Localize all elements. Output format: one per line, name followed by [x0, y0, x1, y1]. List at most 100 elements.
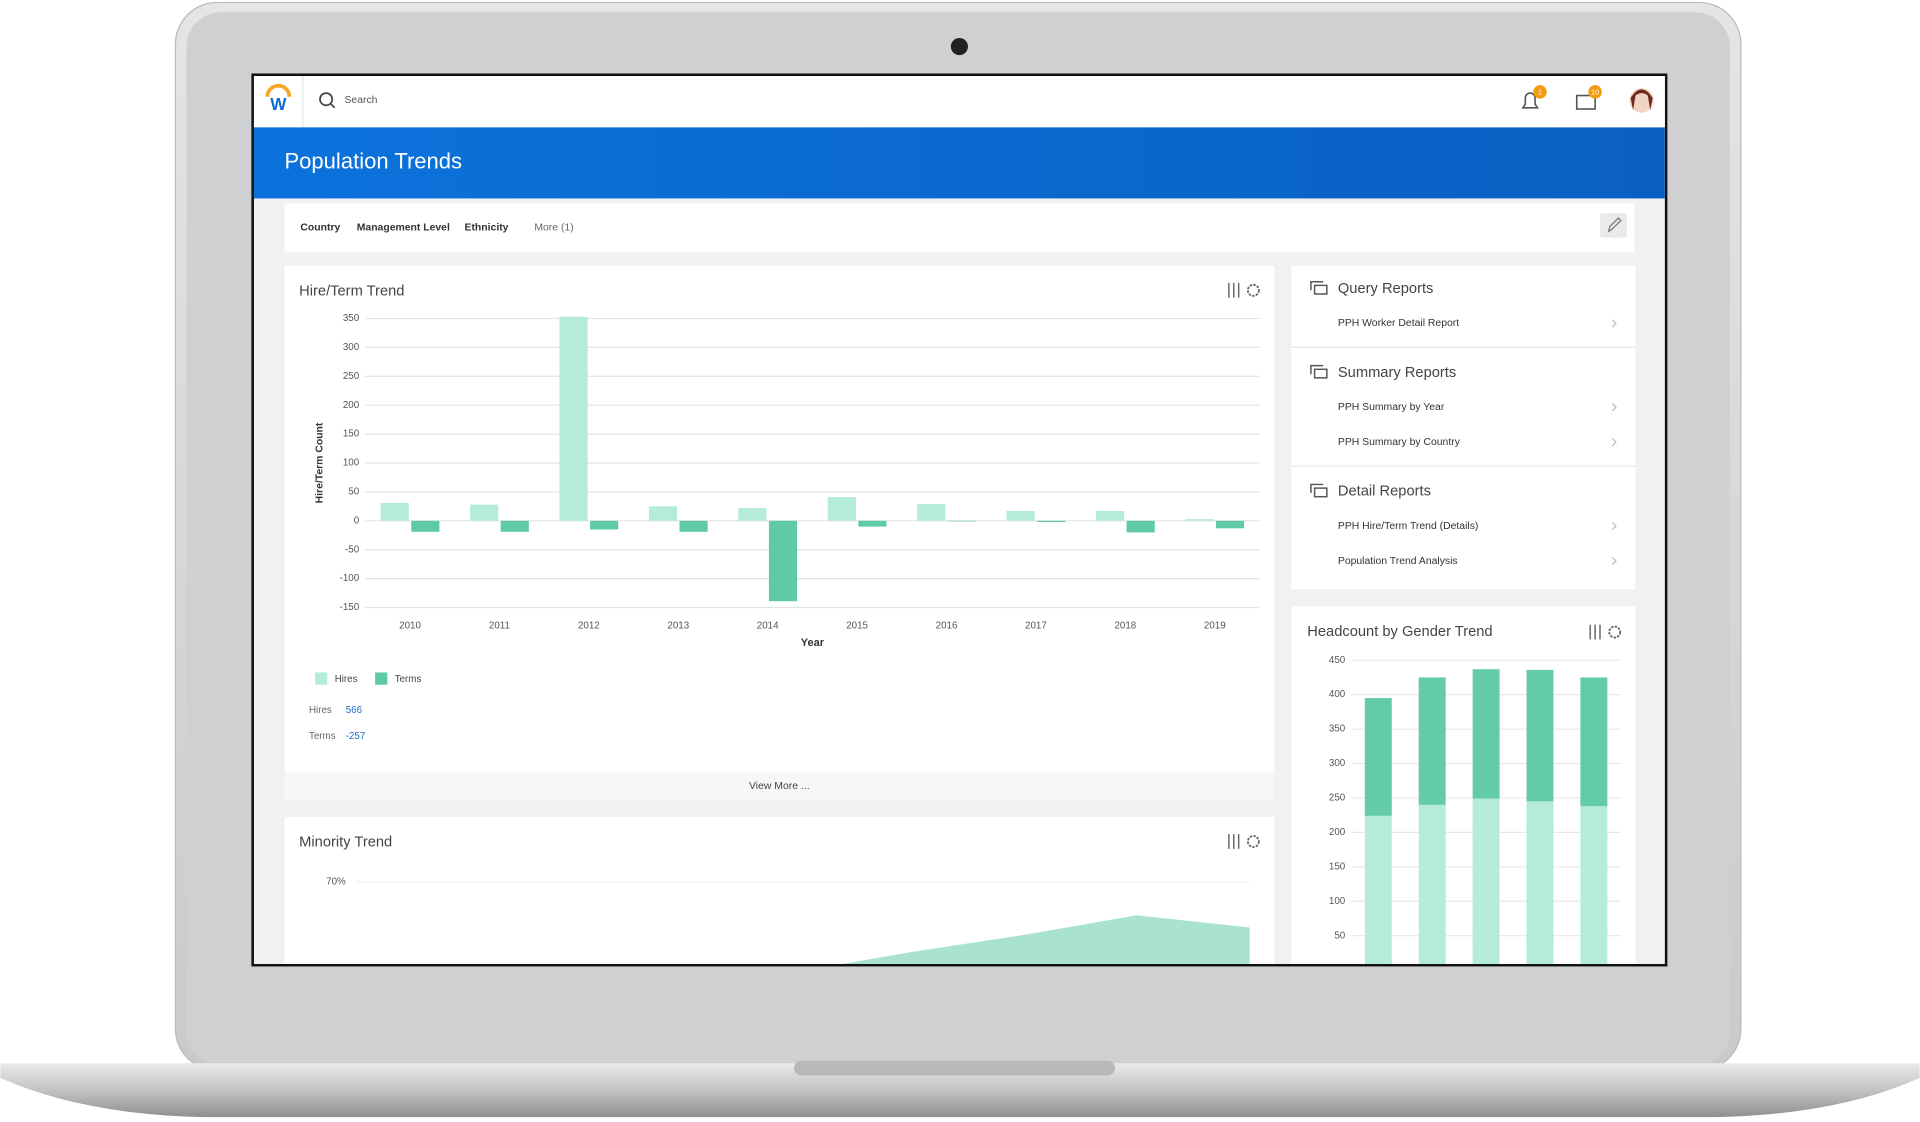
legend-label: Hires	[335, 674, 358, 685]
edit-button[interactable]	[1600, 213, 1627, 238]
bar-segment[interactable]	[1472, 669, 1500, 799]
bar[interactable]	[648, 506, 678, 521]
bar-segment[interactable]	[1580, 806, 1608, 970]
report-icon	[1310, 364, 1324, 375]
report-link[interactable]: PPH Worker Detail Report	[1338, 318, 1459, 329]
report-section-title: Summary Reports	[1338, 365, 1456, 381]
chevron	[1611, 319, 1617, 328]
y-tick-label: 250	[1329, 793, 1346, 804]
report-icon	[1310, 483, 1324, 494]
notifications-icon[interactable]	[1521, 92, 1540, 109]
x-tick-label: 2011	[489, 621, 510, 632]
inbox-badge: 10	[1591, 87, 1599, 96]
x-tick-label: 2012	[578, 621, 600, 632]
filter-tab[interactable]: Country	[300, 223, 340, 234]
chevron	[1611, 521, 1617, 531]
bar[interactable]	[1037, 520, 1066, 522]
y-tick-label: -150	[340, 602, 360, 613]
bar[interactable]	[827, 497, 856, 521]
y-tick-label: 100	[1329, 896, 1346, 907]
report-icon	[1310, 280, 1324, 291]
chevron	[1611, 403, 1617, 412]
bar[interactable]	[590, 520, 619, 530]
summary-label: Hires	[309, 705, 332, 716]
legend-swatch	[315, 672, 328, 685]
x-tick-label: 2015	[846, 621, 868, 632]
bar[interactable]	[1006, 510, 1035, 521]
bar-segment[interactable]	[1364, 815, 1392, 970]
y-tick-label: 150	[1329, 861, 1346, 872]
report-link[interactable]: Population Trend Analysis	[1338, 556, 1458, 567]
chart-title: Minority Trend	[299, 835, 392, 851]
bar[interactable]	[559, 316, 588, 521]
x-tick-label: 2010	[399, 621, 421, 632]
report-icon	[1313, 284, 1328, 295]
search-icon[interactable]	[319, 92, 334, 107]
bar-segment[interactable]	[1418, 804, 1446, 970]
y-tick-label: 300	[1329, 758, 1346, 769]
bar-segment[interactable]	[1526, 669, 1554, 802]
bar[interactable]	[411, 520, 440, 532]
x-tick-label: 2017	[1025, 621, 1047, 632]
bar[interactable]	[1185, 519, 1214, 521]
bar[interactable]	[947, 520, 976, 522]
badge	[1533, 85, 1547, 99]
x-tick-label: 2018	[1114, 621, 1136, 632]
bar-segment[interactable]	[1364, 698, 1392, 816]
bar[interactable]	[1216, 520, 1245, 529]
bar-segment[interactable]	[1418, 677, 1446, 805]
summary-value[interactable]: -257	[346, 731, 366, 742]
bar[interactable]	[1126, 520, 1155, 533]
filter-tab[interactable]: Management Level	[357, 223, 450, 234]
report-icon	[1313, 368, 1328, 379]
filter-bar	[284, 203, 1635, 253]
settings-icon[interactable]	[1246, 835, 1260, 848]
report-link[interactable]: PPH Hire/Term Trend (Details)	[1338, 521, 1479, 532]
bar-segment[interactable]	[1526, 801, 1554, 970]
filter-tab[interactable]: Ethnicity	[465, 223, 509, 234]
y-tick-label: 200	[343, 400, 360, 411]
inbox-icon[interactable]	[1575, 94, 1596, 110]
view-more[interactable]: View More ...	[749, 781, 810, 792]
search-icon-handle	[330, 103, 336, 109]
logo[interactable]: W	[265, 83, 292, 114]
bar[interactable]	[679, 520, 708, 532]
report-link[interactable]: PPH Summary by Year	[1338, 402, 1445, 413]
search-input[interactable]: Search	[344, 95, 377, 106]
settings-icon[interactable]	[1246, 283, 1260, 297]
x-axis-label: Year	[801, 637, 825, 649]
bar[interactable]	[768, 520, 798, 602]
y-tick-label: 450	[1329, 655, 1346, 666]
report-link[interactable]: PPH Summary by Country	[1338, 437, 1461, 448]
bar[interactable]	[500, 520, 529, 532]
bar[interactable]	[470, 504, 499, 521]
logo-w: W	[270, 94, 287, 114]
chevron	[1611, 556, 1617, 566]
card	[1291, 606, 1636, 964]
bar[interactable]	[858, 520, 887, 527]
bar[interactable]	[738, 508, 767, 521]
settings-icon[interactable]	[1608, 625, 1622, 639]
bar[interactable]	[917, 504, 946, 521]
bar[interactable]	[380, 502, 409, 521]
y-tick-label: 100	[343, 458, 360, 469]
laptop-base	[0, 1063, 1920, 1118]
report-section-title: Query Reports	[1338, 281, 1434, 297]
area-line	[842, 915, 1250, 964]
chevron	[1611, 438, 1617, 447]
y-tick-label: 400	[1329, 689, 1346, 700]
y-tick-label: 250	[343, 371, 360, 382]
screen: W Search 1 10 Population Trends View Mor…	[253, 75, 1665, 970]
badge	[1588, 85, 1602, 99]
legend-label: Terms	[395, 674, 422, 685]
y-tick-label: 50	[1334, 930, 1345, 941]
bar-segment[interactable]	[1580, 677, 1608, 807]
summary-value[interactable]: 566	[346, 705, 363, 716]
camera	[950, 37, 968, 56]
filter-tab[interactable]: More (1)	[534, 223, 573, 234]
y-tick-label: 150	[343, 429, 360, 440]
bar[interactable]	[1095, 510, 1125, 521]
x-tick-label: 2019	[1204, 621, 1226, 632]
bar-segment[interactable]	[1472, 798, 1500, 970]
